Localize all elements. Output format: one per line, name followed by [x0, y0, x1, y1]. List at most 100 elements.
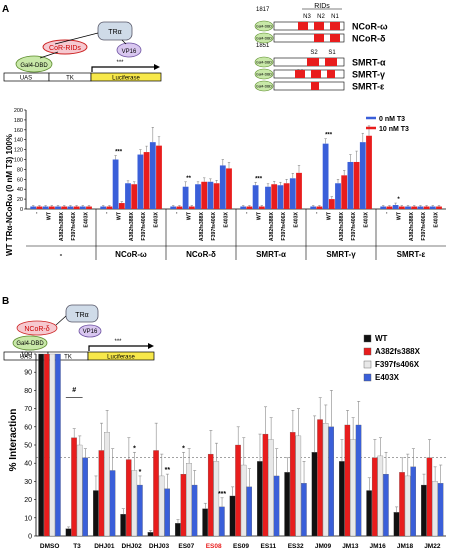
chart-a-bar: [137, 154, 144, 209]
chart-b-category-label: ES32: [288, 543, 304, 550]
chart-a-ytick-label: 160: [14, 128, 23, 134]
chart-b-bar: [202, 508, 208, 537]
chart-a-bar-label: -: [174, 212, 180, 214]
construct-dbd-icon: [254, 20, 274, 32]
panel-b-label: B: [2, 296, 9, 307]
chart-a-legend: 0 nM T3 10 nM T3: [366, 116, 409, 133]
chart-b-bar: [93, 490, 99, 537]
chart-a-significance: **: [186, 176, 191, 182]
construct-diagrams: RIDs 1817 1851 N3 N2 N1 S2 S1 S3 Gal4-DB…: [254, 3, 388, 92]
rid-n1-label: N1: [331, 14, 339, 20]
chart-a-bar-label: E403X: [154, 211, 160, 227]
chart-b-category-label: JM09: [315, 543, 332, 550]
chart-b-significance: **: [165, 467, 171, 474]
chart-a-bar: [417, 206, 424, 209]
chart-b-significance: #: [72, 387, 76, 394]
chart-a-significance: ***: [325, 133, 333, 139]
chart-b-bar: [191, 484, 198, 537]
chart-a-bar-label: WT: [116, 211, 122, 220]
chart-a-bar: [176, 206, 183, 209]
construct-dbd-label: Gal4-DBD: [256, 73, 272, 77]
chart-a-bar: [265, 186, 271, 209]
ncor-delta-label: NCoR-δ: [24, 326, 49, 333]
chart-a-bar: [310, 206, 317, 209]
chart-b-bar: [301, 483, 307, 537]
construct-name: SMRT-ε: [352, 82, 385, 92]
chart-a-bar-label: A382fs388X: [269, 211, 275, 241]
chart-a-ytick-label: 120: [14, 148, 23, 154]
chart-a-bar-label: -: [244, 212, 250, 214]
chart-b-significance: *: [133, 445, 136, 452]
chart-a-group-label: NCoR-δ: [186, 250, 216, 259]
chart-a-bar: [252, 185, 259, 209]
chart-b-bar: [377, 455, 384, 537]
chart-a-bar: [86, 206, 92, 209]
uas-label-b: UAS: [20, 355, 32, 361]
chart-a-ytick-label: 180: [14, 118, 23, 124]
chart-b-ytick-label: 40: [24, 461, 32, 468]
chart-a-bar: [386, 206, 393, 209]
chart-b-bar: [371, 457, 378, 537]
chart-a-ytick-label: 140: [14, 138, 23, 144]
chart-a-ytick-label: 100: [14, 158, 23, 164]
chart-b-bar: [355, 424, 362, 537]
construct-dbd-icon: [254, 56, 274, 68]
tr-label: TRα: [108, 29, 121, 36]
chart-b-significance: *: [182, 445, 185, 452]
chart-a-bar-label: -: [314, 212, 320, 214]
chart-b-ytick-label: 100: [20, 352, 32, 359]
construct-dbd-label: Gal4-DBD: [256, 25, 272, 29]
construct-dbd-icon: [254, 68, 274, 80]
chart-b-legend-label: E403X: [375, 373, 400, 382]
chart-b-bar: [421, 484, 427, 537]
chart-b-ytick-label: 70: [24, 406, 32, 413]
construct-name: SMRT-α: [352, 58, 386, 68]
rid-block: [327, 70, 335, 78]
chart-b-category-label: T3: [73, 543, 81, 550]
chart-a-bar-label: A382fs388X: [199, 211, 205, 241]
chart-a-bar: [61, 206, 68, 209]
chart-a-bar: [36, 206, 43, 209]
chart-a-group-label: SMRT-γ: [326, 250, 356, 259]
chart-b-bar: [311, 452, 318, 537]
chart-a-bar: [213, 183, 220, 209]
rid-s1-label: S1: [328, 50, 336, 56]
chart-a-significance: ***: [255, 176, 263, 182]
chart-b-category-label: JM18: [397, 543, 414, 550]
rid-block: [330, 22, 340, 30]
chart-a-bar: [100, 206, 107, 209]
rid-block: [330, 34, 340, 42]
chart-a-bar-label: -: [104, 212, 110, 214]
chart-a-bar: [411, 206, 418, 209]
chart-b-bar: [125, 459, 132, 537]
chart-b-category-label: ES07: [178, 543, 194, 550]
panel-a-label: A: [2, 4, 9, 15]
chart-a-bar: [246, 206, 253, 209]
chart-b-bar: [289, 432, 296, 537]
chart-a-bar-label: E403X: [224, 211, 230, 227]
luciferase-box-b: [87, 351, 155, 361]
chart-a-ytick-label: 40: [17, 187, 23, 193]
legend-a-0nm: 0 nM T3: [379, 116, 405, 123]
chart-a-bar: [347, 161, 354, 209]
chart-b-legend-swatch: [363, 373, 372, 382]
construct-name: SMRT-γ: [352, 70, 385, 80]
chart-b-bar: [109, 470, 116, 537]
chart-a-bar: [392, 205, 399, 209]
chart-a-bar-label: F397fs406X: [141, 211, 147, 240]
tk-label: TK: [66, 76, 74, 82]
chart-b-bar: [219, 506, 225, 537]
chart-b-bar: [55, 353, 61, 537]
chart-b-bar: [399, 472, 405, 537]
chart-a-bar-label: A382fs388X: [409, 211, 415, 241]
chart-a-bar-label: WT: [256, 211, 262, 220]
chart-a-bar-label: F397fs406X: [71, 211, 77, 240]
uas-label: UAS: [20, 76, 32, 82]
chart-b-bar: [383, 473, 389, 537]
chart-b-legend-swatch: [363, 347, 372, 356]
chart-a-bar: [106, 206, 113, 209]
chart-a-ytick-label: 200: [14, 108, 23, 114]
chart-a-bar: [149, 142, 156, 209]
chart-a-bar-label: WT: [46, 211, 52, 220]
chart-b-legend-swatch: [363, 334, 372, 343]
